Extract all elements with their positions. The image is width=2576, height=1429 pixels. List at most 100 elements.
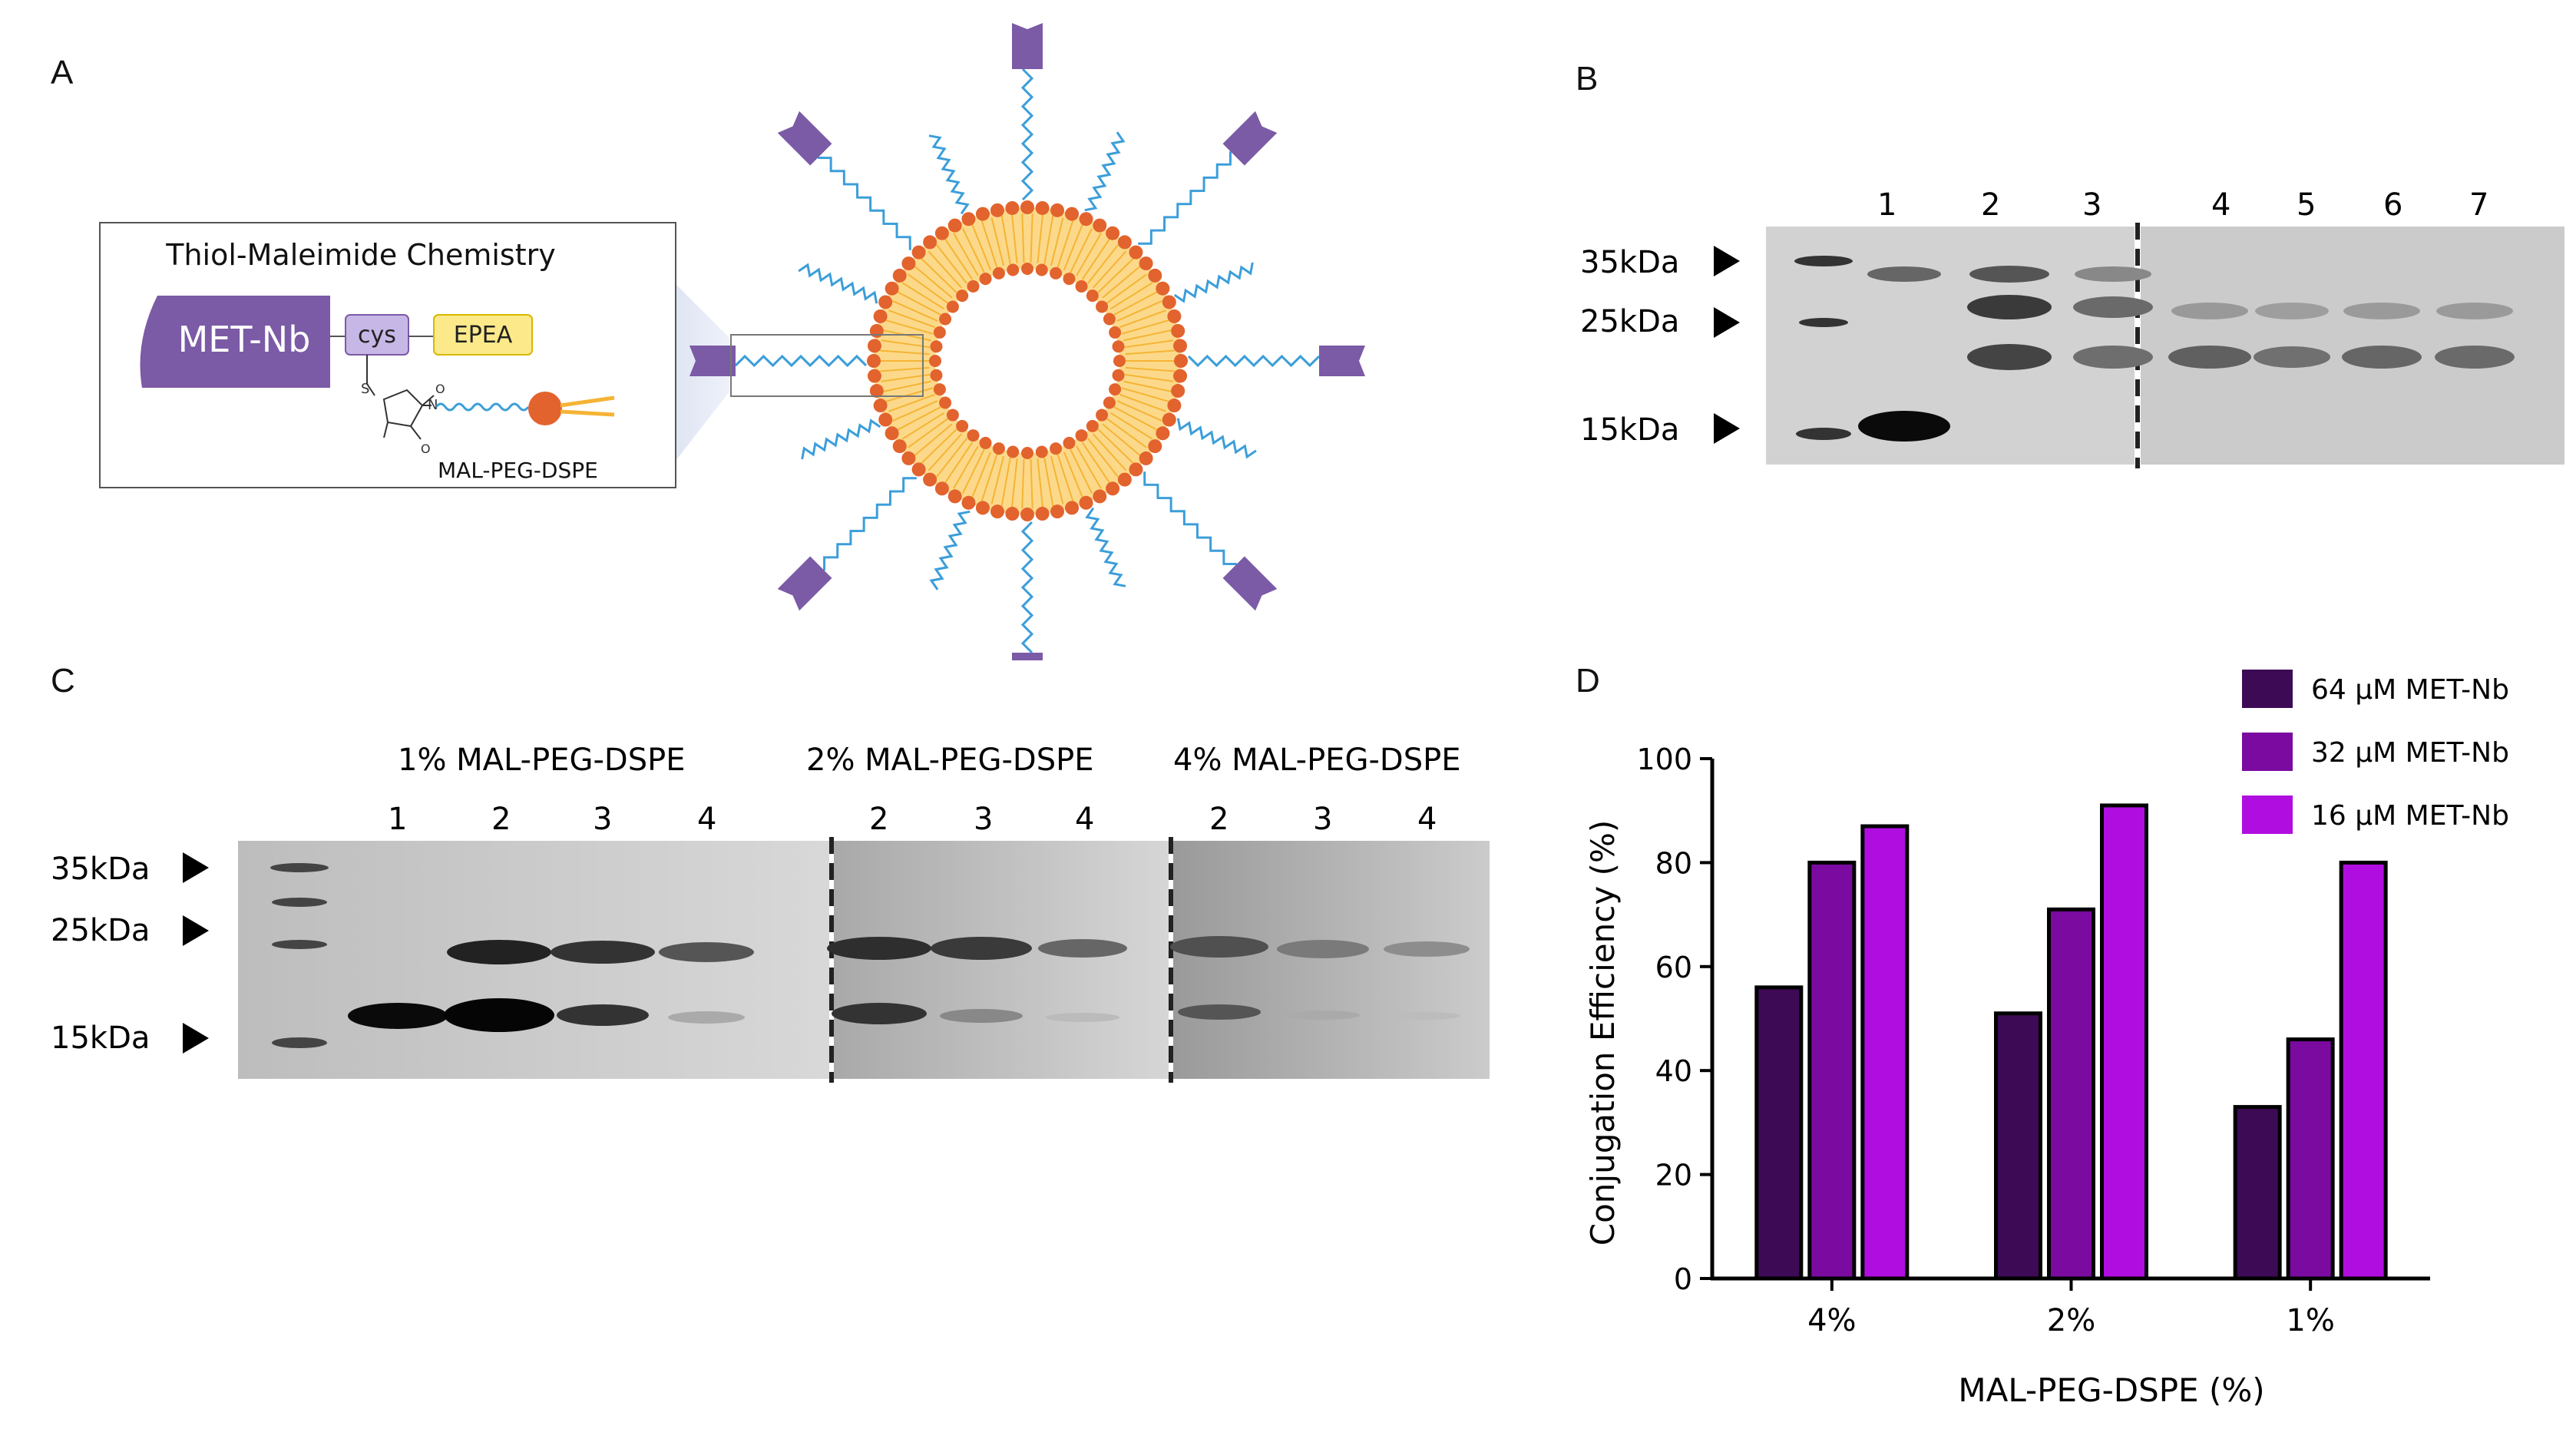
- gel-b-lane-1: 1: [1877, 187, 1896, 223]
- gel-c-lane: 2: [1209, 802, 1228, 837]
- zoom-highlight-box: [730, 334, 924, 397]
- gel-b-lane-2: 2: [1981, 187, 2000, 223]
- chart-bar: [2047, 907, 2095, 1281]
- gel-c-band: [348, 1003, 448, 1029]
- gel-c-group-1: 1% MAL-PEG-DSPE: [398, 743, 685, 778]
- gel-b-marker-15: 15kDa: [1580, 412, 1679, 448]
- chart-y-tick-label: 0: [1674, 1262, 1692, 1296]
- liposome: [689, 23, 1365, 660]
- gel-c-band: [551, 941, 655, 964]
- lipid-tails: [560, 395, 615, 417]
- chart-bar: [2233, 1105, 2282, 1281]
- gel-c-lane: 3: [974, 802, 993, 837]
- gel-c-lane: 3: [593, 802, 612, 837]
- chart-bar: [2339, 860, 2388, 1281]
- panel-a-schematic: Thiol-Maleimide Chemistry MET-Nb cys EPE…: [99, 23, 1365, 660]
- chart-y-tick-label: 60: [1655, 951, 1692, 984]
- panel-letter-b: B: [1576, 60, 1599, 98]
- chart-bar: [2100, 803, 2148, 1281]
- gel-c-band: [1178, 1004, 1261, 1020]
- gel-c-band: [668, 1011, 745, 1024]
- gel-c-band: [1384, 941, 1470, 957]
- gel-b-arrow-35: [1714, 246, 1740, 276]
- gel-c-lane: 2: [869, 802, 888, 837]
- gel-b-arrow-25: [1714, 307, 1740, 338]
- peg-chain: [435, 402, 530, 412]
- epea-label: EPEA: [454, 322, 513, 349]
- chart-legend-swatch: [2242, 733, 2293, 771]
- chart-y-tick-label: 20: [1655, 1159, 1692, 1192]
- svg-text:O: O: [435, 382, 445, 396]
- gel-c-section-3: [1173, 841, 1490, 1079]
- svg-text:O: O: [421, 442, 431, 456]
- gel-c-lane: 3: [1313, 802, 1332, 837]
- chemistry-title: Thiol-Maleimide Chemistry: [165, 238, 555, 272]
- gel-c-band: [444, 998, 554, 1032]
- gel-c-band: [1038, 939, 1127, 958]
- gel-c-marker-25: 25kDa: [51, 913, 150, 948]
- chart-x-tick-label: 1%: [2286, 1303, 2334, 1338]
- gel-c-group-2: 2% MAL-PEG-DSPE: [806, 743, 1093, 778]
- gel-b-marker-35: 35kDa: [1580, 245, 1679, 280]
- gel-b-band: [1969, 266, 2049, 283]
- gel-b-band: [1858, 411, 1950, 442]
- gel-c-band: [1046, 1013, 1119, 1022]
- gel-b-band: [1967, 344, 2052, 370]
- chart-bar: [1807, 860, 1857, 1281]
- gel-b-lane-4: 4: [2211, 187, 2230, 223]
- chart-legend-label: 64 µM MET-Nb: [2311, 674, 2509, 706]
- gel-c-band: [1286, 1011, 1360, 1020]
- chart-legend-swatch: [2242, 796, 2293, 834]
- chart-legend-label: 32 µM MET-Nb: [2311, 737, 2509, 769]
- gel-c-band: [659, 942, 754, 962]
- chart-legend-label: 16 µM MET-Nb: [2311, 800, 2509, 832]
- chart-xlabel: MAL-PEG-DSPE (%): [1958, 1371, 2264, 1409]
- gel-c-section-2: [834, 841, 1169, 1079]
- gel-c-band: [832, 1003, 927, 1024]
- panel-c-gel: 1% MAL-PEG-DSPE 2% MAL-PEG-DSPE 4% MAL-P…: [51, 743, 1490, 1083]
- lipid-head: [528, 392, 562, 425]
- chart-y-tick-label: 40: [1655, 1054, 1692, 1088]
- svg-text:N: N: [428, 397, 438, 413]
- gel-c-band: [827, 937, 931, 960]
- chart-bar: [1994, 1011, 2042, 1281]
- gel-c-lane: 4: [1075, 802, 1094, 837]
- panel-letter-c: C: [51, 662, 75, 700]
- gel-c-group-3: 4% MAL-PEG-DSPE: [1173, 743, 1460, 778]
- chart-bar: [1754, 985, 1804, 1281]
- chart-y-tick-label: 80: [1655, 846, 1692, 880]
- chart-bar: [2286, 1037, 2335, 1281]
- gel-b-marker-25: 25kDa: [1580, 304, 1679, 339]
- gel-b-band: [2073, 296, 2153, 318]
- gel-b-band: [1967, 295, 2052, 319]
- gel-c-band: [557, 1004, 649, 1026]
- gel-c-band: [931, 937, 1032, 960]
- gel-c-band: [940, 1009, 1023, 1023]
- gel-b-ladder: [1794, 256, 1853, 440]
- gel-c-marker-35: 35kDa: [51, 852, 150, 887]
- gel-c-arrow-35: [183, 852, 209, 883]
- gel-c-marker-15: 15kDa: [51, 1020, 150, 1056]
- chart-legend: 64 µM MET-Nb 32 µM MET-Nb 16 µM MET-Nb: [2242, 670, 2509, 834]
- gel-b-band: [2073, 346, 2153, 369]
- chart-bar: [1860, 824, 1910, 1281]
- panel-b-gel: 1 2 3 4 5 6 7 35kDa 25kDa 15kDa: [1580, 187, 2564, 468]
- gel-b-lane-3: 3: [2082, 187, 2101, 223]
- chart-x-tick-label: 2%: [2047, 1303, 2095, 1338]
- gel-c-arrow-25: [183, 915, 209, 946]
- lipid-label: MAL-PEG-DSPE: [438, 458, 598, 483]
- gel-b-right-bands: [2168, 303, 2515, 369]
- chart-ylabel: Conjugation Efficiency (%): [1584, 820, 1622, 1245]
- chart-legend-swatch: [2242, 670, 2293, 708]
- gel-c-band: [447, 940, 551, 964]
- gel-b-right: [2141, 227, 2564, 465]
- gel-c-lane: 2: [491, 802, 511, 837]
- maleimide-structure: [366, 355, 435, 440]
- panel-d-chart: 0 20 40 60 80 100 4% 2% 1% Conjugation Efficienc…: [1584, 670, 2509, 1409]
- svg-text:S: S: [361, 381, 369, 397]
- chart-y-tick-label: 100: [1636, 743, 1692, 776]
- gel-c-arrow-15: [183, 1023, 209, 1054]
- cys-label: cys: [358, 322, 396, 349]
- cys-box: [345, 314, 409, 356]
